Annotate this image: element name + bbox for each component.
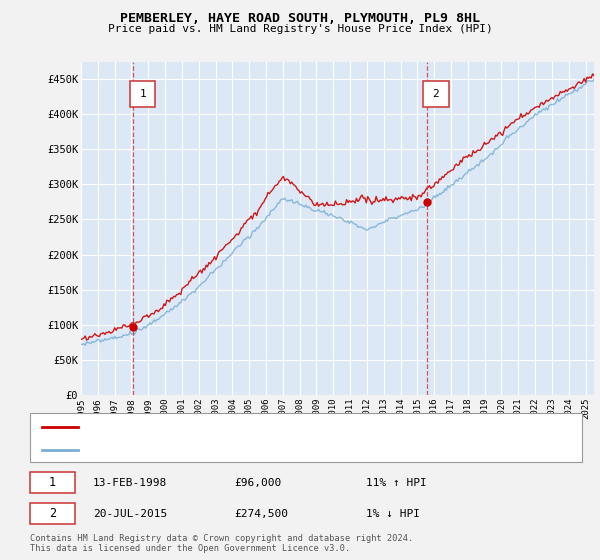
Text: 2: 2 bbox=[433, 89, 439, 99]
Text: £96,000: £96,000 bbox=[234, 478, 281, 488]
Text: Price paid vs. HM Land Registry's House Price Index (HPI): Price paid vs. HM Land Registry's House … bbox=[107, 24, 493, 34]
Text: PEMBERLEY, HAYE ROAD SOUTH, PLYMOUTH, PL9 8HL: PEMBERLEY, HAYE ROAD SOUTH, PLYMOUTH, PL… bbox=[120, 12, 480, 25]
Text: 1: 1 bbox=[49, 476, 56, 489]
Text: PEMBERLEY, HAYE ROAD SOUTH, PLYMOUTH, PL9 8HL (detached house): PEMBERLEY, HAYE ROAD SOUTH, PLYMOUTH, PL… bbox=[87, 422, 451, 432]
Text: 13-FEB-1998: 13-FEB-1998 bbox=[93, 478, 167, 488]
FancyBboxPatch shape bbox=[130, 81, 155, 107]
FancyBboxPatch shape bbox=[423, 81, 449, 107]
Text: Contains HM Land Registry data © Crown copyright and database right 2024.
This d: Contains HM Land Registry data © Crown c… bbox=[30, 534, 413, 553]
Text: 1: 1 bbox=[139, 89, 146, 99]
Text: 20-JUL-2015: 20-JUL-2015 bbox=[93, 508, 167, 519]
Text: 1% ↓ HPI: 1% ↓ HPI bbox=[366, 508, 420, 519]
Text: 11% ↑ HPI: 11% ↑ HPI bbox=[366, 478, 427, 488]
Text: £274,500: £274,500 bbox=[234, 508, 288, 519]
Text: 2: 2 bbox=[49, 507, 56, 520]
Text: HPI: Average price, detached house, City of Plymouth: HPI: Average price, detached house, City… bbox=[87, 445, 392, 455]
